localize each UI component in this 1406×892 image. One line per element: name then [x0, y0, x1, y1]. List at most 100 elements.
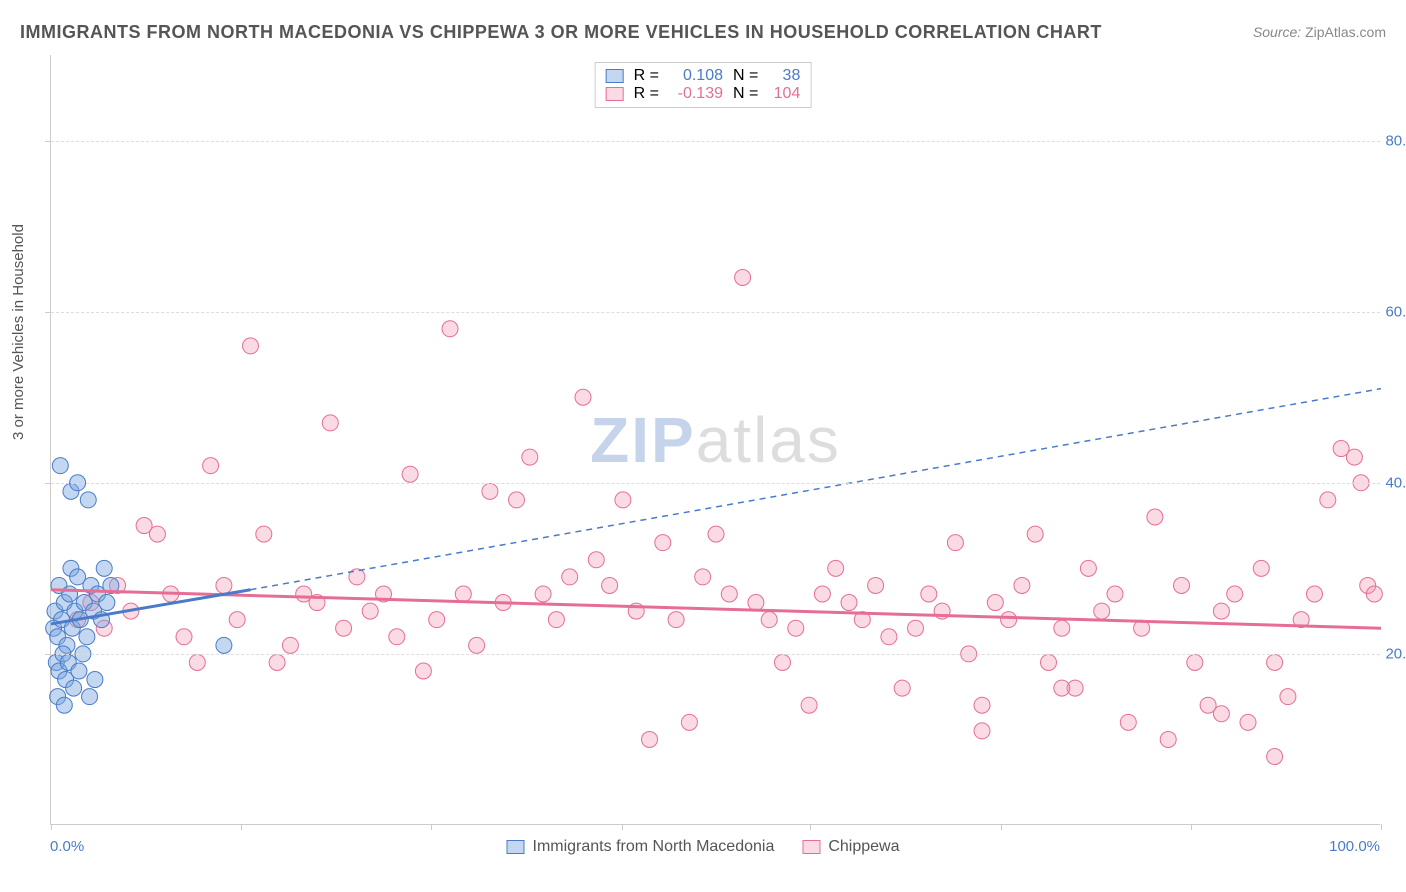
data-point-series2 — [282, 637, 298, 653]
data-point-series2 — [1307, 586, 1323, 602]
source-label: Source: — [1253, 24, 1301, 40]
swatch-series1 — [606, 69, 624, 83]
data-point-series2 — [455, 586, 471, 602]
scatter-plot-svg — [51, 55, 1380, 824]
y-tick — [45, 654, 51, 655]
data-point-series2 — [469, 637, 485, 653]
swatch-series1-bottom — [506, 840, 524, 854]
gridline — [51, 312, 1380, 313]
chart-title: IMMIGRANTS FROM NORTH MACEDONIA VS CHIPP… — [20, 22, 1102, 43]
data-point-series2 — [322, 415, 338, 431]
data-point-series2 — [1267, 654, 1283, 670]
data-point-series2 — [1320, 492, 1336, 508]
legend-label-1: Immigrants from North Macedonia — [532, 838, 774, 856]
n-label-2: N = — [733, 85, 758, 103]
data-point-series2 — [1213, 603, 1229, 619]
data-point-series1 — [62, 586, 78, 602]
data-point-series2 — [1187, 654, 1203, 670]
legend-label-2: Chippewa — [828, 838, 899, 856]
data-point-series2 — [1080, 560, 1096, 576]
data-point-series2 — [1366, 586, 1382, 602]
data-point-series2 — [442, 321, 458, 337]
data-point-series2 — [1346, 449, 1362, 465]
data-point-series2 — [389, 629, 405, 645]
y-tick — [45, 312, 51, 313]
swatch-series2-bottom — [802, 840, 820, 854]
data-point-series2 — [1107, 586, 1123, 602]
legend-item-series2: Chippewa — [802, 838, 899, 856]
data-point-series2 — [402, 466, 418, 482]
data-point-series2 — [1174, 577, 1190, 593]
data-point-series2 — [575, 389, 591, 405]
data-point-series2 — [1253, 560, 1269, 576]
data-point-series2 — [1094, 603, 1110, 619]
r-label-2: R = — [634, 85, 659, 103]
data-point-series2 — [1147, 509, 1163, 525]
data-point-series2 — [761, 612, 777, 628]
legend-row-series1: R = 0.108 N = 38 — [606, 67, 801, 85]
data-point-series2 — [535, 586, 551, 602]
data-point-series2 — [1213, 706, 1229, 722]
trend-line-series2 — [51, 590, 1381, 629]
data-point-series2 — [429, 612, 445, 628]
data-point-series2 — [243, 338, 259, 354]
data-point-series2 — [509, 492, 525, 508]
y-axis-title: 3 or more Vehicles in Household — [10, 224, 27, 440]
source-attribution: Source: ZipAtlas.com — [1253, 24, 1386, 40]
data-point-series2 — [987, 595, 1003, 611]
data-point-series2 — [801, 697, 817, 713]
data-point-series2 — [615, 492, 631, 508]
legend-item-series1: Immigrants from North Macedonia — [506, 838, 774, 856]
data-point-series1 — [82, 689, 98, 705]
data-point-series2 — [269, 654, 285, 670]
data-point-series2 — [1160, 731, 1176, 747]
correlation-legend: R = 0.108 N = 38 R = -0.139 N = 104 — [595, 62, 812, 108]
x-tick — [622, 824, 623, 830]
y-tick-label: 40.0% — [1385, 474, 1406, 491]
data-point-series2 — [1014, 577, 1030, 593]
data-point-series2 — [668, 612, 684, 628]
y-tick — [45, 141, 51, 142]
data-point-series2 — [894, 680, 910, 696]
data-point-series2 — [788, 620, 804, 636]
series-legend: Immigrants from North Macedonia Chippewa — [506, 838, 899, 856]
x-tick — [1381, 824, 1382, 830]
data-point-series1 — [79, 629, 95, 645]
plot-area: ZIPatlas 20.0%40.0%60.0%80.0% — [50, 55, 1380, 825]
data-point-series1 — [87, 672, 103, 688]
data-point-series2 — [548, 612, 564, 628]
data-point-series2 — [642, 731, 658, 747]
data-point-series2 — [735, 269, 751, 285]
data-point-series2 — [1240, 714, 1256, 730]
data-point-series2 — [588, 552, 604, 568]
data-point-series2 — [216, 577, 232, 593]
data-point-series2 — [562, 569, 578, 585]
data-point-series1 — [80, 492, 96, 508]
trend-line-series1-dashed — [251, 389, 1382, 590]
data-point-series2 — [947, 535, 963, 551]
n-label-1: N = — [733, 67, 758, 85]
y-tick-label: 60.0% — [1385, 303, 1406, 320]
data-point-series2 — [974, 697, 990, 713]
y-tick-label: 80.0% — [1385, 132, 1406, 149]
data-point-series1 — [71, 663, 87, 679]
data-point-series1 — [96, 560, 112, 576]
data-point-series2 — [362, 603, 378, 619]
y-tick — [45, 483, 51, 484]
data-point-series1 — [99, 595, 115, 611]
data-point-series2 — [681, 714, 697, 730]
data-point-series2 — [415, 663, 431, 679]
data-point-series2 — [149, 526, 165, 542]
x-tick — [1191, 824, 1192, 830]
data-point-series2 — [1027, 526, 1043, 542]
gridline — [51, 483, 1380, 484]
data-point-series2 — [1041, 654, 1057, 670]
data-point-series2 — [1267, 749, 1283, 765]
data-point-series2 — [256, 526, 272, 542]
data-point-series2 — [1054, 680, 1070, 696]
data-point-series2 — [482, 483, 498, 499]
data-point-series2 — [1054, 620, 1070, 636]
data-point-series2 — [522, 449, 538, 465]
data-point-series2 — [908, 620, 924, 636]
data-point-series1 — [216, 637, 232, 653]
